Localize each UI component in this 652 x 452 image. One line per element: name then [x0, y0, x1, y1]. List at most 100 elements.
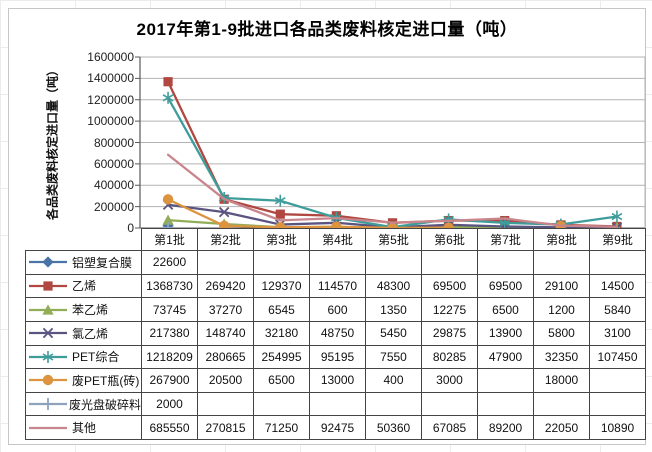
value-cell — [590, 392, 646, 417]
y-tick-label: 400000 — [93, 178, 134, 193]
value-cell — [366, 251, 422, 275]
triangle-icon — [162, 214, 174, 225]
value-cell: 95195 — [310, 345, 366, 370]
batch-header-cell: 第9批 — [590, 228, 646, 251]
series-line — [279, 225, 338, 229]
value-cell: 129370 — [254, 274, 310, 299]
y-tick-label: 600000 — [93, 156, 134, 171]
value-cell: 73745 — [142, 298, 198, 322]
series-line — [279, 216, 338, 222]
legend-label: PET综合 — [72, 350, 120, 365]
plot-area — [135, 56, 646, 234]
chart-title: 2017年第1-9批进口各品类废料核定进口量（吨） — [136, 20, 518, 39]
legend-label: 废光盘破碎料 — [68, 397, 141, 412]
value-cell: 217380 — [142, 321, 198, 346]
value-cell: 69500 — [422, 274, 478, 299]
series-PET综合 — [162, 91, 623, 234]
value-cell: 3100 — [590, 321, 646, 346]
y-tick-label: 1200000 — [87, 92, 134, 107]
series-line — [279, 221, 338, 226]
asterisk-icon — [499, 219, 511, 227]
value-cell: 29875 — [422, 321, 478, 346]
value-cell: 13000 — [310, 369, 366, 393]
batch-header-cell: 第1批 — [142, 228, 198, 251]
value-cell: 1368730 — [142, 274, 198, 299]
value-cell: 1350 — [366, 298, 422, 322]
value-cell — [478, 369, 534, 393]
value-cell: 107450 — [590, 345, 646, 370]
value-cell: 5840 — [590, 298, 646, 322]
legend-cell: PET综合 — [25, 345, 142, 370]
circle-icon — [42, 375, 54, 386]
series-line — [559, 224, 619, 228]
legend-plus-icon — [29, 398, 67, 411]
table-corner-cell — [25, 228, 142, 251]
data-table: 第1批 第2批 第3批 第4批 第5批 第6批 第7批 第8批 第9批 铝塑复合膜 22600 乙烯 1… — [25, 228, 646, 440]
value-cell: 1200 — [534, 298, 590, 322]
square-icon — [163, 77, 173, 87]
series-line — [223, 196, 282, 202]
value-cell: 32350 — [534, 345, 590, 370]
series-line — [391, 219, 450, 224]
series-line — [223, 224, 282, 229]
square-icon — [43, 281, 53, 291]
value-cell: 47900 — [478, 345, 534, 370]
value-cell — [254, 251, 310, 275]
legend-triangle-icon — [29, 303, 67, 315]
value-cell: 2000 — [142, 392, 198, 417]
series-line — [223, 210, 282, 226]
legend-cell: 铝塑复合膜 — [25, 251, 142, 275]
value-cell — [534, 392, 590, 417]
asterisk-icon — [274, 197, 286, 205]
triangle-icon — [42, 303, 54, 315]
value-cell: 685550 — [142, 416, 198, 440]
legend-square-icon — [29, 281, 67, 291]
value-cell: 92475 — [310, 416, 366, 440]
batch-header-cell: 第3批 — [254, 228, 310, 251]
y-tick-label: 0 — [127, 221, 134, 235]
value-cell: 7550 — [366, 345, 422, 370]
batch-header-cell: 第7批 — [478, 228, 534, 251]
value-cell — [478, 251, 534, 275]
series-line — [166, 153, 226, 201]
value-cell — [310, 392, 366, 417]
legend-label: 氯乙烯 — [72, 326, 109, 341]
value-cell: 270815 — [198, 416, 254, 440]
value-cell: 1218209 — [142, 345, 198, 370]
legend-label: 苯乙烯 — [72, 303, 109, 318]
value-cell: 267900 — [142, 369, 198, 393]
value-cell — [366, 392, 422, 417]
value-cell: 67085 — [422, 416, 478, 440]
series-line — [503, 217, 562, 227]
legend-label: 废PET瓶(砖) — [72, 373, 140, 388]
batch-header-cell: 第5批 — [366, 228, 422, 251]
value-cell: 29100 — [534, 274, 590, 299]
value-cell: 269420 — [198, 274, 254, 299]
value-cell: 89200 — [478, 416, 534, 440]
value-cell: 22600 — [142, 251, 198, 275]
series-line — [223, 197, 282, 222]
value-cell: 48300 — [366, 274, 422, 299]
series-line — [447, 223, 506, 228]
value-cell: 600 — [310, 298, 366, 322]
value-cell: 5450 — [366, 321, 422, 346]
legend-cell: 乙烯 — [25, 274, 142, 299]
value-cell: 6500 — [254, 369, 310, 393]
value-cell: 32180 — [254, 321, 310, 346]
value-cell — [198, 251, 254, 275]
batch-header-cell: 第8批 — [534, 228, 590, 251]
legend-cell: 氯乙烯 — [25, 321, 142, 346]
value-cell — [310, 251, 366, 275]
y-tick-label: 1600000 — [87, 50, 134, 64]
diamond-icon — [42, 256, 54, 268]
value-cell: 6545 — [254, 298, 310, 322]
series-line — [166, 218, 226, 226]
legend-asterisk-icon — [29, 350, 67, 363]
series-line — [166, 203, 226, 214]
value-cell — [254, 392, 310, 417]
legend-cell: 废PET瓶(砖) — [25, 369, 142, 393]
value-cell: 10890 — [590, 416, 646, 440]
series-line — [279, 199, 338, 219]
series-line — [335, 216, 394, 224]
value-cell: 50360 — [366, 416, 422, 440]
